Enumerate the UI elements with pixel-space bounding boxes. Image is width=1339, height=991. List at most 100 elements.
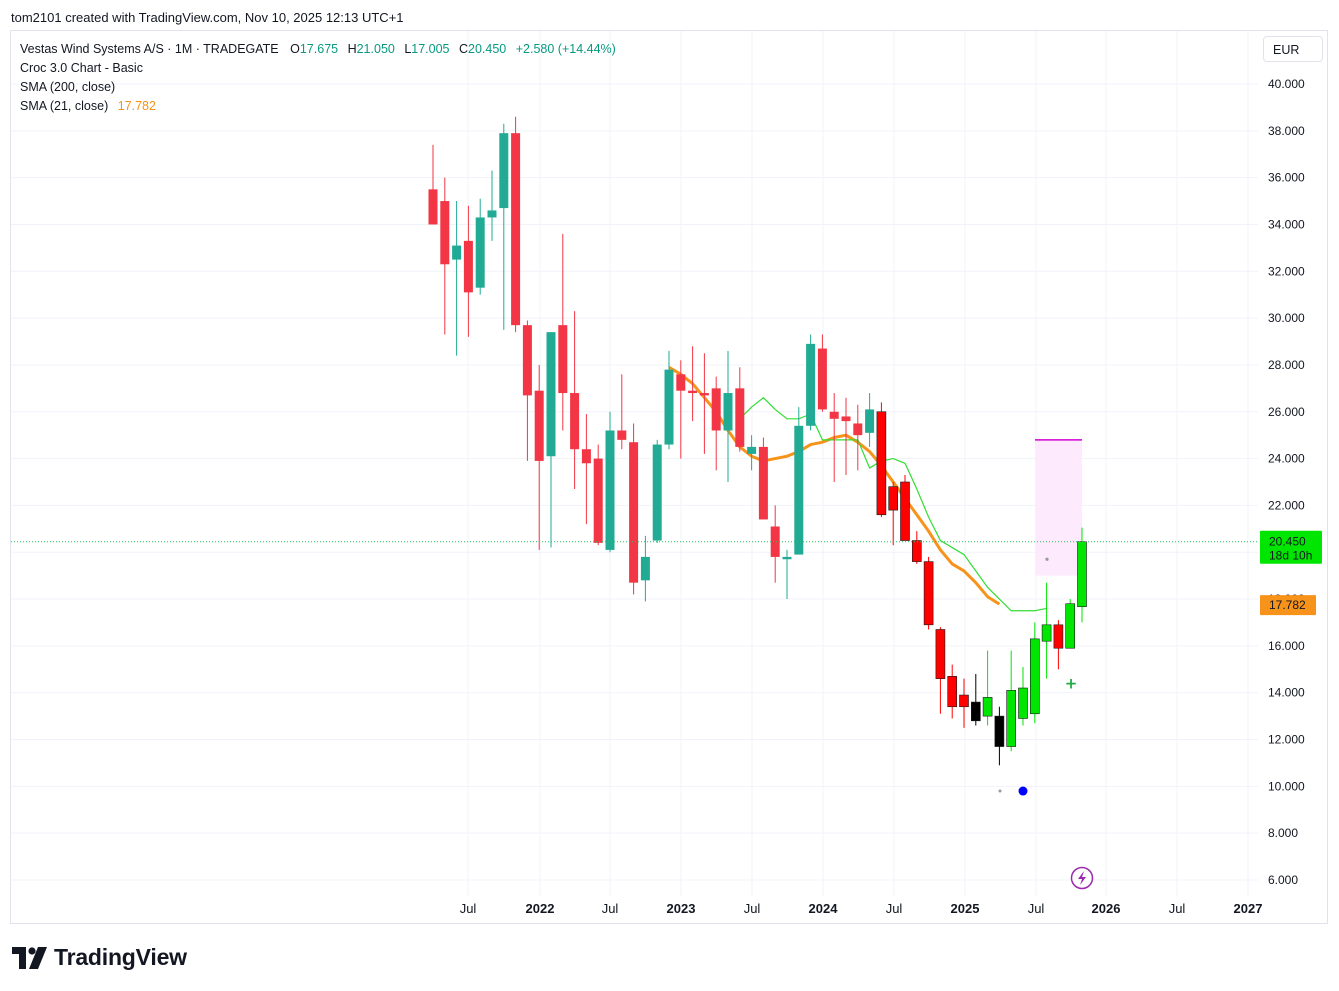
- candle[interactable]: [629, 423, 639, 595]
- legend-sma21-row[interactable]: SMA (21, close) 17.782: [20, 97, 616, 116]
- candle-body: [723, 393, 733, 431]
- x-tick-label: 2022: [526, 901, 555, 916]
- projection-dot: [1045, 557, 1049, 561]
- y-tick-label: 34.000: [1268, 217, 1305, 231]
- candle[interactable]: [817, 334, 827, 412]
- candle-body: [911, 540, 922, 562]
- candle[interactable]: [534, 364, 544, 550]
- candle[interactable]: [782, 549, 792, 600]
- tradingview-logo[interactable]: TradingView: [12, 944, 187, 971]
- candle[interactable]: [900, 474, 910, 541]
- candle-body: [1018, 687, 1028, 719]
- candle[interactable]: [970, 673, 981, 726]
- candle[interactable]: [522, 320, 532, 461]
- y-tick-label: 6.000: [1268, 873, 1298, 887]
- candle[interactable]: [688, 346, 698, 422]
- candle-body: [900, 481, 910, 541]
- y-tick-label: 36.000: [1268, 171, 1305, 185]
- candle-body: [782, 556, 792, 560]
- candle-body: [970, 701, 981, 722]
- candle[interactable]: [1006, 650, 1017, 752]
- candle[interactable]: [747, 435, 757, 471]
- candle[interactable]: [652, 439, 662, 543]
- candle[interactable]: [570, 311, 580, 490]
- chart-frame[interactable]: [10, 30, 1328, 924]
- candle[interactable]: [853, 404, 863, 471]
- candle[interactable]: [935, 627, 946, 714]
- candle-body: [853, 423, 863, 436]
- candle[interactable]: [711, 376, 721, 471]
- candle[interactable]: [770, 505, 780, 583]
- candle[interactable]: [463, 205, 473, 337]
- candle[interactable]: [806, 334, 816, 431]
- candle[interactable]: [1065, 599, 1075, 649]
- y-tick-label: 10.000: [1268, 779, 1305, 793]
- candle[interactable]: [841, 397, 851, 475]
- candle[interactable]: [994, 706, 1005, 766]
- candle-body: [735, 388, 745, 447]
- legend-croc-row[interactable]: Croc 3.0 Chart - Basic: [20, 59, 616, 78]
- candle[interactable]: [487, 170, 497, 241]
- candle[interactable]: [911, 531, 922, 564]
- candle[interactable]: [676, 360, 686, 459]
- candle-body: [593, 458, 603, 543]
- candle[interactable]: [558, 233, 568, 431]
- candle[interactable]: [428, 144, 438, 225]
- candle[interactable]: [1053, 620, 1064, 670]
- candle[interactable]: [982, 650, 993, 726]
- candle-body: [605, 430, 615, 550]
- candle[interactable]: [959, 678, 969, 728]
- candle-body: [1006, 690, 1017, 747]
- candle-body: [1077, 541, 1087, 607]
- candle-body: [817, 348, 827, 410]
- y-tick-label: 14.000: [1268, 686, 1305, 700]
- candle-body: [640, 556, 650, 581]
- currency-button[interactable]: EUR: [1263, 36, 1323, 62]
- markers: +: [998, 674, 1094, 890]
- candle[interactable]: [452, 201, 462, 356]
- candle-body: [947, 676, 958, 708]
- candle[interactable]: [794, 407, 804, 555]
- legend-low: 17.005: [411, 42, 450, 56]
- candle[interactable]: [758, 437, 768, 520]
- candle[interactable]: [888, 482, 899, 546]
- candle[interactable]: [511, 116, 521, 333]
- candle-body: [581, 449, 591, 464]
- candle-body: [652, 444, 662, 541]
- candle[interactable]: [1041, 582, 1052, 679]
- candle[interactable]: [546, 332, 556, 548]
- candle[interactable]: [605, 411, 615, 553]
- projection-zone: [1035, 439, 1082, 576]
- legend-sma200-row[interactable]: SMA (200, close): [20, 78, 616, 97]
- candle[interactable]: [865, 393, 875, 447]
- candle[interactable]: [617, 374, 627, 450]
- legend-symbol-row[interactable]: Vestas Wind Systems A/S · 1M · TRADEGATE…: [20, 40, 616, 59]
- legend-high-label: H: [347, 42, 357, 56]
- candle[interactable]: [593, 444, 603, 546]
- candle-body: [558, 325, 568, 394]
- candle[interactable]: [829, 393, 839, 482]
- candle[interactable]: [876, 402, 887, 518]
- candle[interactable]: [499, 123, 509, 330]
- sma-green-polyline: [739, 396, 1047, 612]
- candle[interactable]: [699, 353, 709, 454]
- candle[interactable]: [1018, 666, 1028, 726]
- candle[interactable]: [475, 198, 485, 295]
- candle[interactable]: [640, 535, 650, 602]
- projection-box: [1035, 439, 1082, 576]
- candle-body: [546, 332, 556, 457]
- candle[interactable]: [735, 367, 745, 452]
- candle-body: [982, 697, 993, 717]
- candle[interactable]: [947, 664, 958, 719]
- candle[interactable]: [440, 177, 450, 335]
- candle-body: [758, 446, 768, 520]
- candle-body: [699, 393, 709, 396]
- candle[interactable]: [923, 556, 934, 630]
- candle[interactable]: [581, 414, 591, 525]
- price-axis: 6.0008.00010.00012.00014.00016.00018.000…: [1268, 77, 1305, 887]
- candle[interactable]: [664, 350, 674, 450]
- candles: [428, 116, 1087, 766]
- candle[interactable]: [723, 350, 733, 482]
- candle[interactable]: [1030, 622, 1040, 724]
